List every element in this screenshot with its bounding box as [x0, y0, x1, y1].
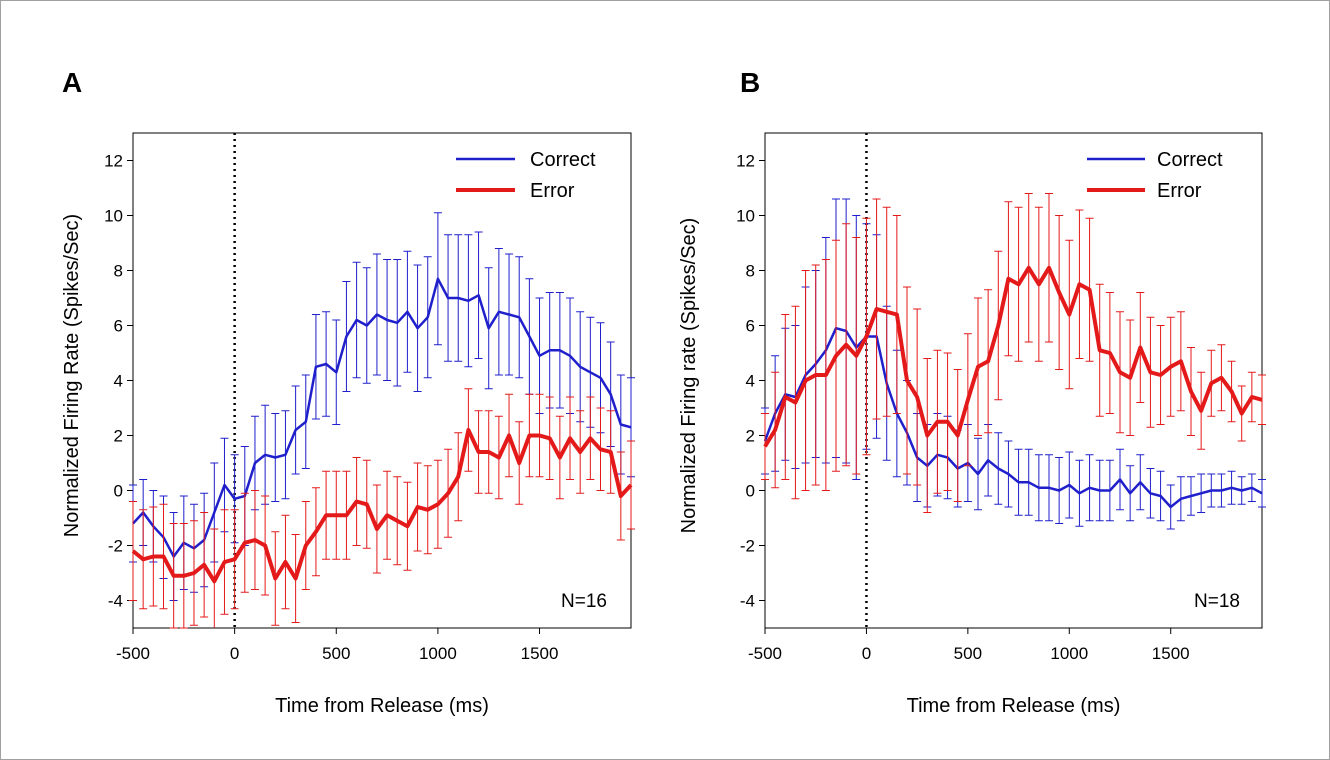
series-line-error [763, 265, 1263, 448]
legend-label-error: Error [1157, 180, 1202, 202]
y-tick-label: 8 [114, 262, 123, 281]
y-tick-label: 10 [736, 207, 755, 226]
y-axis-title: Normalized Firing Rate (Spikes/Sec) [61, 214, 83, 537]
x-tick-label: -500 [116, 644, 150, 663]
y-tick-label: 8 [746, 262, 755, 281]
x-axis-title: Time from Release (ms) [275, 695, 489, 717]
y-tick-label: 6 [114, 317, 123, 336]
y-tick-label: 4 [114, 372, 123, 391]
y-tick-label: -2 [108, 537, 123, 556]
y-tick-label: 0 [114, 482, 123, 501]
y-tick-label: -4 [740, 592, 755, 611]
series-line-error [131, 428, 633, 584]
series-line-correct [132, 277, 632, 558]
x-tick-label: 1000 [419, 644, 457, 663]
x-tick-label: 0 [862, 644, 871, 663]
y-tick-label: -2 [740, 537, 755, 556]
y-tick-label: -4 [108, 592, 123, 611]
series-error [129, 388, 635, 629]
y-tick-label: 4 [746, 372, 755, 391]
x-tick-label: 500 [322, 644, 350, 663]
x-tick-label: 1500 [521, 644, 559, 663]
legend-label-error: Error [530, 180, 575, 202]
y-tick-label: 2 [114, 427, 123, 446]
legend-label-correct: Correct [530, 149, 596, 171]
series-error [761, 193, 1266, 513]
panel-a: A -4 -2 0 2 4 6 8 10 12 -500 0 500 1000 1500 Time from … [61, 67, 635, 717]
x-axis-title: Time from Release (ms) [907, 695, 1121, 717]
legend: Correct Error [1087, 149, 1223, 202]
sample-size-annotation: N=18 [1194, 591, 1240, 612]
series-line-correct [763, 326, 1263, 509]
x-tick-label: -500 [748, 644, 782, 663]
y-tick-label: 12 [736, 152, 755, 171]
x-tick-label: 1500 [1152, 644, 1190, 663]
y-tick-label: 10 [104, 207, 123, 226]
y-tick-label: 12 [104, 152, 123, 171]
panel-letter-a: A [62, 67, 82, 98]
sample-size-annotation: N=16 [561, 591, 607, 612]
y-axis-title: Normalized Firing rate (Spikes/Sec) [678, 218, 700, 534]
panel-b: B -4 -2 0 2 4 6 8 10 12 -500 0 500 1000 1500 Time from … [678, 67, 1266, 717]
y-tick-label: 0 [746, 482, 755, 501]
y-tick-label: 2 [746, 427, 755, 446]
panel-letter-b: B [740, 67, 760, 98]
x-tick-label: 500 [954, 644, 982, 663]
x-tick-label: 1000 [1050, 644, 1088, 663]
y-tick-label: 6 [746, 317, 755, 336]
x-tick-label: 0 [230, 644, 239, 663]
legend: Correct Error [456, 149, 596, 202]
legend-label-correct: Correct [1157, 149, 1223, 171]
